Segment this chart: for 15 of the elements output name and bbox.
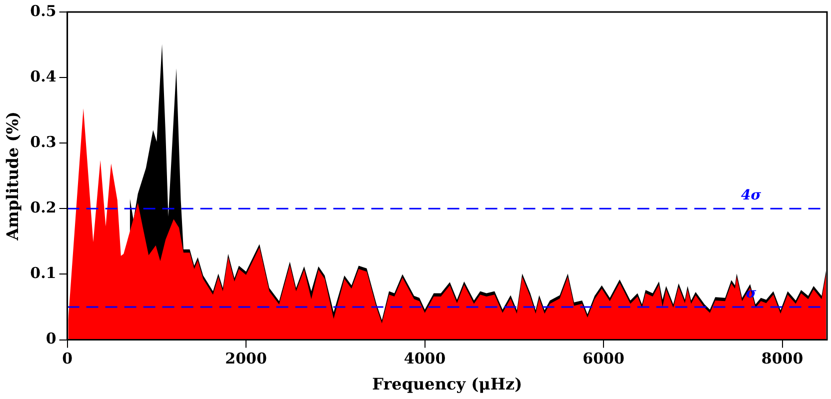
y-tick-label: 0.2 [30,198,56,217]
y-tick-label: 0.4 [30,67,56,86]
x-tick-label: 4000 [404,350,446,368]
y-tick-label: 0.3 [30,133,56,152]
x-axis-title: Frequency (μHz) [372,374,522,394]
x-tick-label: 6000 [582,350,624,368]
y-axis-title: Amplitude (%) [2,111,22,242]
ref-line-label: 4σ [740,187,762,204]
ref-line-label: σ [746,286,757,302]
y-tick-label: 0.5 [30,2,56,20]
y-tick-label: 0.1 [30,264,56,282]
y-tick-label: 0 [46,330,56,348]
x-tick-label: 0 [62,350,73,368]
x-tick-label: 2000 [225,350,267,368]
x-tick-label: 8000 [761,350,804,368]
